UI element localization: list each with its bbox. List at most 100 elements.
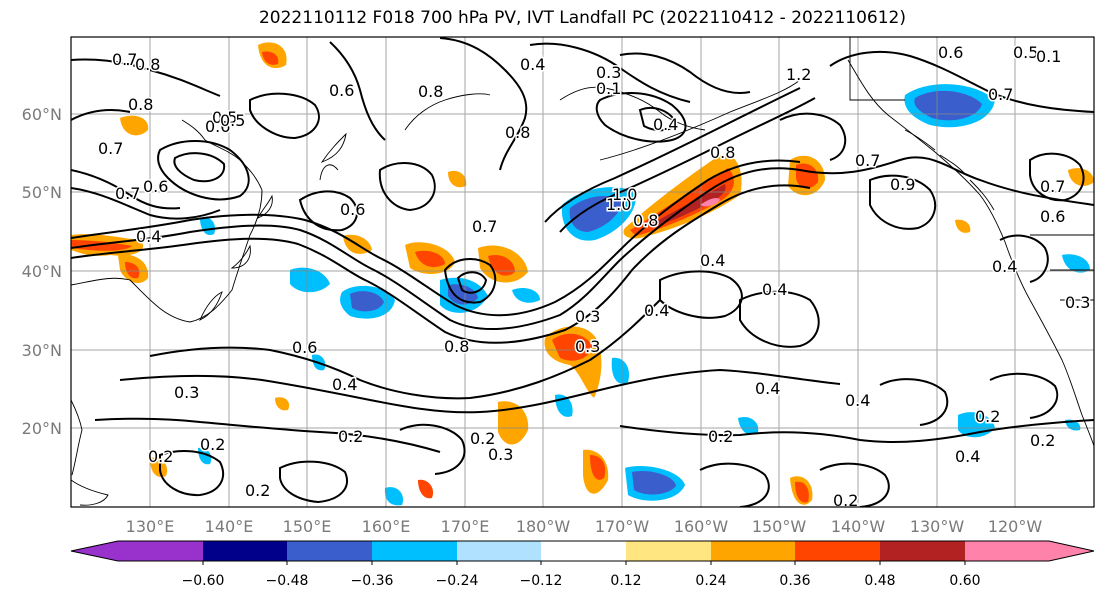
contour-label: 0.4	[644, 301, 669, 320]
lat-label: 40°N	[22, 262, 62, 281]
contour-label: 0.7	[472, 217, 497, 236]
contour-label: 0.4	[136, 227, 161, 246]
contour-label: 1.0	[612, 185, 637, 204]
contour-label: 0.2	[245, 481, 270, 500]
contour-label: 0.6	[205, 117, 230, 136]
positive-anomaly-region	[275, 397, 290, 411]
positive-anomaly-region	[418, 479, 434, 499]
lon-label: 120°W	[988, 517, 1043, 536]
contour-label: 0.3	[488, 445, 513, 464]
contour-label: 0.6	[938, 43, 963, 62]
colorbar: −0.60 −0.48 −0.36 −0.24 −0.12 0.12 0.24 …	[70, 540, 1095, 589]
lon-label: 130°W	[910, 517, 965, 536]
contour-label: 0.2	[338, 427, 363, 446]
contour-label: 0.8	[505, 123, 530, 142]
lon-label: 170°W	[595, 517, 650, 536]
colorbar-tick-label: 0.60	[949, 573, 980, 589]
contour-label: 0.1	[1036, 47, 1061, 66]
lat-label: 20°N	[22, 419, 62, 438]
positive-anomaly-region	[590, 455, 606, 480]
contour-label: 0.3	[575, 307, 600, 326]
latitude-labels: 60°N 50°N 40°N 30°N 20°N	[22, 105, 62, 438]
contour-label: 0.3	[1065, 293, 1090, 312]
contour-label: 0.6	[340, 200, 365, 219]
contour-label: 1.0	[606, 195, 631, 214]
colorbar-tick-label: 0.48	[864, 573, 895, 589]
contour-label: 0.7	[112, 50, 137, 69]
positive-anomaly-region	[262, 51, 279, 65]
contour-label: 0.2	[148, 447, 173, 466]
contour-label: 0.4	[332, 375, 357, 394]
negative-anomaly-region	[290, 267, 330, 293]
contour-label: 0.4	[755, 379, 780, 398]
colorbar-extend-low	[71, 541, 118, 561]
colorbar-tick-label: −0.60	[182, 573, 225, 589]
colorbar-tick-label: 0.24	[695, 573, 726, 589]
contour-label: 0.7	[988, 85, 1013, 104]
negative-anomaly-region	[350, 291, 384, 312]
colorbar-bin	[541, 541, 626, 561]
lon-label: 160°W	[674, 517, 729, 536]
contour-label: 0.6	[329, 81, 354, 100]
colorbar-tick-label: −0.12	[520, 573, 563, 589]
coastlines	[71, 37, 1094, 506]
contour-label: 0.4	[520, 55, 545, 74]
contour-label: 0.8	[710, 143, 735, 162]
colorbar-bin	[795, 541, 880, 561]
colorbar-bin	[711, 541, 795, 561]
colorbar-bin	[372, 541, 457, 561]
contour-label: 0.4	[762, 280, 787, 299]
lon-label: 140°E	[205, 517, 254, 536]
colorbar-tick-label: 0.36	[779, 573, 810, 589]
contour-label: 0.7	[1040, 177, 1065, 196]
contour-label: 0.4	[955, 447, 980, 466]
positive-anomaly-region	[125, 262, 140, 279]
colorbar-bin	[626, 541, 711, 561]
negative-anomaly-region	[569, 195, 622, 232]
contour-label: 0.8	[128, 95, 153, 114]
contour-label: 0.4	[845, 391, 870, 410]
longitude-labels: 130°E 140°E 150°E 160°E 170°E 180°W 170°…	[126, 517, 1043, 536]
contour-label: 0.2	[975, 407, 1000, 426]
lon-label: 180°W	[516, 517, 571, 536]
graticule	[71, 37, 1094, 507]
negative-anomaly-region	[914, 90, 982, 121]
lat-label: 60°N	[22, 105, 62, 124]
colorbar-ticks	[202, 561, 966, 565]
contour-label: 0.8	[418, 82, 443, 101]
colorbar-bin	[457, 541, 541, 561]
negative-anomaly-region	[512, 288, 540, 303]
positive-anomaly-region	[498, 401, 529, 445]
contour-label: 0.4	[992, 257, 1017, 276]
contour-label-group: 0.7 0.8 0.6 0.5 0.8 0.4 0.3 0.1 0.4 1.2 …	[97, 42, 1092, 510]
positive-anomaly-region	[552, 333, 592, 361]
contour-label: 0.5	[1013, 43, 1038, 62]
contour-label: 0.3	[174, 383, 199, 402]
colorbar-outline	[70, 540, 1095, 562]
contour-label: 0.2	[200, 435, 225, 454]
lon-label: 170°E	[441, 517, 490, 536]
lon-label: 150°W	[752, 517, 807, 536]
lon-label: 140°W	[831, 517, 886, 536]
contour-label: 0.8	[135, 55, 160, 74]
pv-contours	[71, 37, 1094, 507]
contour-label: 0.5	[220, 111, 245, 130]
contour-label: 0.2	[833, 491, 858, 510]
contour-label: 0.6	[143, 177, 168, 196]
positive-anomaly-region	[448, 170, 467, 188]
contour-label: 0.2	[470, 429, 495, 448]
contour-label: 0.7	[115, 184, 140, 203]
contour-label: 0.2	[1030, 431, 1055, 450]
negative-anomaly-region	[198, 447, 212, 465]
colorbar-extend-high	[1049, 541, 1094, 561]
positive-anomaly-region	[71, 240, 132, 251]
lon-label: 130°E	[126, 517, 175, 536]
lat-label: 50°N	[22, 183, 62, 202]
positive-anomaly-region	[150, 457, 168, 478]
positive-anomaly-region	[1068, 168, 1094, 186]
map-title: 2022110112 F018 700 hPa PV, IVT Landfall…	[258, 8, 906, 28]
colorbar-bin	[965, 541, 1049, 561]
positive-anomaly-region	[488, 254, 515, 276]
contour-label: 0.4	[653, 115, 678, 134]
